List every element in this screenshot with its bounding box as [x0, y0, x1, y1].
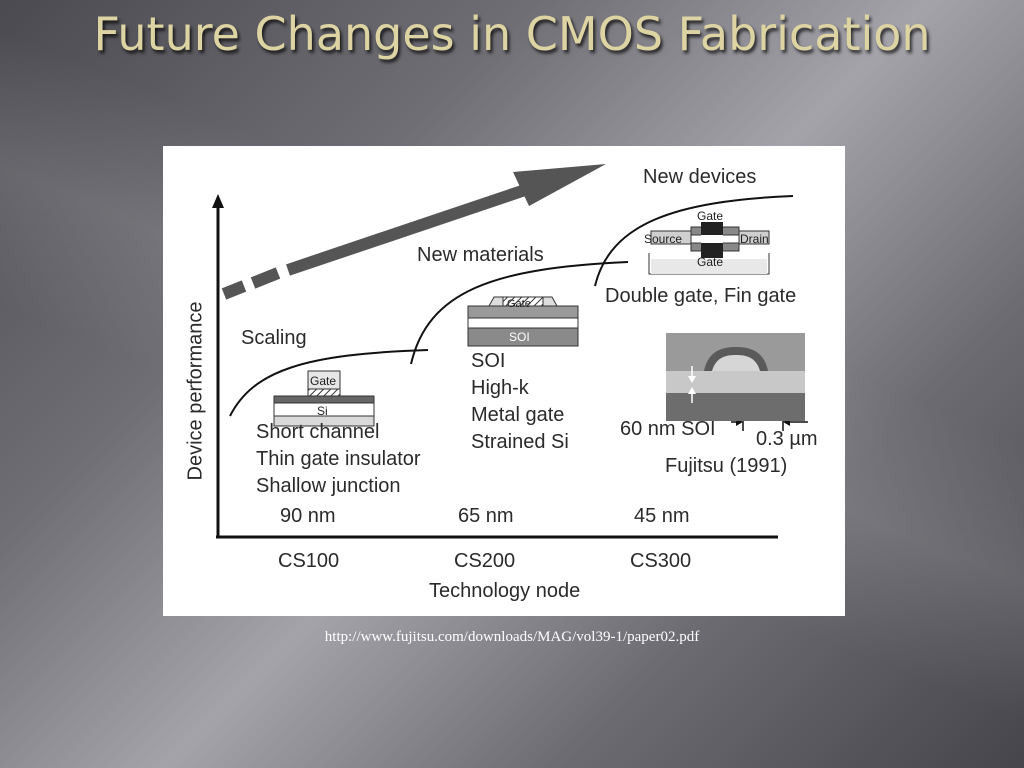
source-link[interactable]: http://www.fujitsu.com/downloads/MAG/vol… [0, 629, 1024, 646]
materials-substrate-label: SOI [509, 330, 530, 344]
new-materials-label: New materials [417, 244, 544, 266]
y-axis-label: Device performance [184, 301, 207, 481]
sem-micrograph-drawing [666, 333, 805, 421]
scaling-substrate-label: Si [317, 404, 328, 418]
scaling-item: Shallow junction [256, 475, 401, 497]
materials-item: Metal gate [471, 404, 565, 426]
slide-title: Future Changes in CMOS Fabrication [0, 4, 1024, 64]
source-label: Source [644, 232, 683, 246]
scaling-gate-label: Gate [310, 374, 337, 388]
node-code-label: CS300 [630, 550, 692, 572]
materials-item: High-k [471, 377, 529, 399]
scaling-item: Thin gate insulator [256, 448, 421, 470]
source-url[interactable]: http://www.fujitsu.com/downloads/MAG/vol… [324, 629, 700, 645]
slide-title-text: Future Changes in CMOS Fabrication [93, 7, 931, 61]
materials-curve [410, 261, 629, 365]
photo-credit: Fujitsu (1991) [665, 455, 788, 477]
double-gate-caption: Double gate, Fin gate [605, 285, 797, 307]
double-gate-diagram [648, 222, 770, 275]
node-nm-label: 65 nm [458, 505, 514, 527]
materials-item: Strained Si [471, 431, 569, 453]
scaling-item: Short channel [256, 421, 380, 443]
trend-arrow [221, 164, 606, 300]
cmos-roadmap-figure: Device performance Scaling New materials… [163, 146, 845, 616]
sem-micrograph [666, 333, 805, 421]
new-devices-label: New devices [643, 166, 757, 188]
node-code-label: CS100 [278, 550, 340, 572]
materials-item: SOI [471, 350, 506, 372]
y-axis-arrowhead [212, 194, 224, 208]
scaling-transistor-diagram [273, 370, 375, 427]
scaling-curve [229, 349, 429, 417]
devices-curve [594, 195, 794, 287]
double-gate-bottom-label: Gate [697, 255, 724, 269]
materials-transistor-diagram [467, 296, 579, 347]
roadmap-graphics [212, 164, 808, 539]
node-nm-label: 45 nm [634, 505, 690, 527]
x-axis-label: Technology node [429, 580, 581, 602]
soi-thickness-label: 60 nm SOI [620, 418, 716, 440]
gate-width-label: 0.3 µm [756, 428, 818, 450]
node-nm-label: 90 nm [280, 505, 336, 527]
scaling-label: Scaling [241, 327, 307, 349]
materials-items-list: SOI High-k Metal gate Strained Si [471, 348, 569, 456]
materials-gate-label: Gate [507, 298, 531, 310]
drain-label: Drain [740, 232, 769, 246]
scaling-items-list: Short channel Thin gate insulator Shallo… [256, 419, 421, 500]
node-code-label: CS200 [454, 550, 516, 572]
double-gate-top-label: Gate [697, 209, 724, 223]
